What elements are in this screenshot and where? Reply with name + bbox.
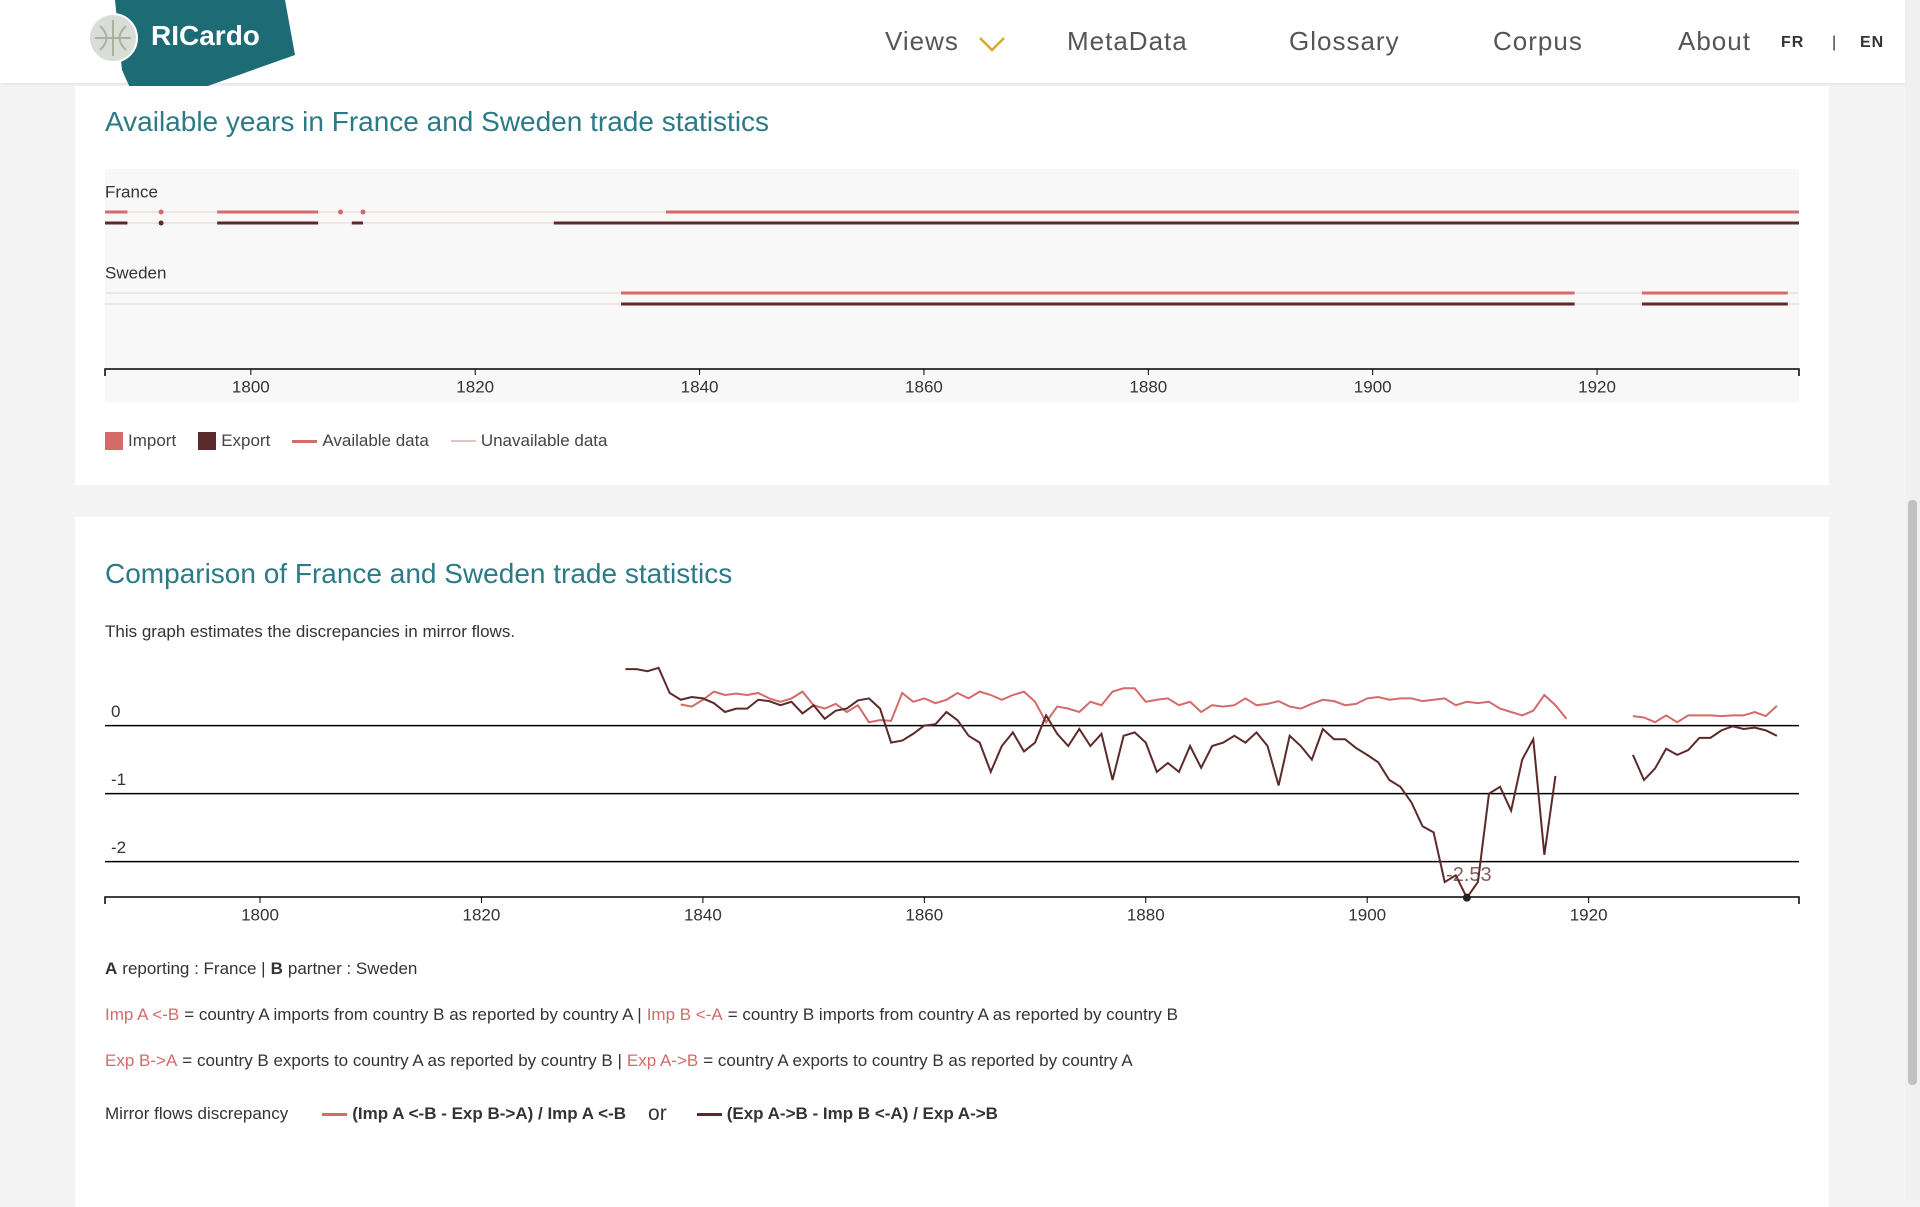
nav-item[interactable]: Corpus	[1493, 26, 1583, 56]
legend-or: or	[648, 1102, 667, 1125]
note-part: = country A exports to country B as repo…	[703, 1051, 1133, 1070]
x-tick-label: 1820	[456, 377, 494, 396]
legend-swatch	[198, 432, 217, 450]
x-axis	[104, 896, 1800, 904]
legend-label: (Imp A <-B - Exp B->A) / Imp A <-B	[352, 1104, 627, 1123]
series-line	[680, 687, 1778, 725]
lang-fr[interactable]: FR	[1781, 34, 1805, 51]
x-tick-label: 1920	[1570, 905, 1608, 924]
note: Exp B->A = country B exports to country A…	[105, 1051, 1138, 1071]
series-line	[625, 666, 1778, 900]
y-tick-label: -2	[111, 838, 126, 857]
x-tick-label: 1880	[1129, 377, 1167, 396]
note-part: = country B exports to country A as repo…	[182, 1051, 622, 1070]
note-part: = country A imports from country B as re…	[184, 1005, 642, 1024]
x-tick-label: 1840	[684, 905, 722, 924]
logo-shape	[88, 0, 295, 110]
plot-background	[105, 169, 1799, 402]
note-part: Imp B <-A	[646, 1005, 723, 1024]
legend-label: Unavailable data	[480, 431, 608, 450]
x-tick-label: 1880	[1127, 905, 1165, 924]
legend-swatch	[105, 432, 123, 450]
availability-dot	[158, 209, 164, 215]
note-part: A	[105, 959, 118, 978]
tooltip-label: -2.53	[1446, 864, 1492, 886]
legend-swatch	[322, 1112, 348, 1116]
logo-text[interactable]: RICardo	[151, 20, 260, 51]
chart-title: Available years in France and Sweden tra…	[105, 106, 770, 137]
note-part: Exp B->A	[105, 1051, 178, 1070]
nav-item[interactable]: Views	[885, 26, 959, 56]
legend: Import Export Available data Unavailable…	[105, 431, 607, 451]
x-tick-label: 1840	[681, 377, 719, 396]
nav-item[interactable]: About	[1678, 26, 1751, 56]
tooltip-dot	[1462, 893, 1471, 902]
x-axis	[104, 368, 1800, 376]
availability-dot	[360, 209, 366, 215]
note: Imp A <-B = country A imports from countr…	[105, 1005, 1183, 1025]
x-tick-label: 1900	[1354, 377, 1392, 396]
note-part: Exp A->B	[626, 1051, 699, 1070]
legend-label: Import	[128, 431, 177, 450]
x-tick-label: 1820	[463, 905, 501, 924]
nav-item[interactable]: Glossary	[1289, 26, 1400, 56]
note-part: reporting : France |	[122, 959, 266, 978]
note-part: partner : Sweden	[287, 959, 418, 978]
note-part: Imp A <-B	[105, 1005, 180, 1024]
lang-en[interactable]: EN	[1860, 34, 1885, 51]
chart-title: Comparison of France and Sweden trade st…	[105, 558, 733, 589]
x-tick-label: 1800	[232, 377, 270, 396]
x-tick-label: 1900	[1348, 905, 1386, 924]
line-legend: Mirror flows discrepancy (Imp A <-B - Ex…	[105, 1102, 1003, 1126]
row-label: France	[105, 182, 158, 201]
legend-label: (Exp A->B - Imp B <-A) / Exp A->B	[726, 1104, 998, 1123]
scrollbar-thumb[interactable]	[1908, 500, 1917, 1085]
chart-subtitle: This graph estimates the discrepancies i…	[105, 622, 516, 641]
note-part: = country B imports from country A as re…	[727, 1005, 1178, 1024]
note-part: B	[270, 959, 283, 978]
x-tick-label: 1920	[1578, 377, 1616, 396]
y-tick-label: 0	[111, 702, 120, 721]
nav-item[interactable]: MetaData	[1067, 26, 1188, 56]
row-label: Sweden	[105, 263, 166, 282]
x-tick-label: 1860	[905, 905, 943, 924]
y-tick-label: -1	[111, 770, 126, 789]
legend-label: Export	[221, 431, 271, 450]
legend-swatch	[450, 440, 476, 442]
availability-dot	[338, 209, 344, 215]
header: RICardo Views MetaData Glossary Corpus A…	[0, 0, 1905, 110]
scrollbar[interactable]	[1905, 0, 1920, 1200]
legend-swatch	[696, 1112, 722, 1116]
legend-swatch	[292, 439, 318, 443]
availability-dot	[158, 220, 164, 226]
legend-label: Available data	[322, 431, 429, 450]
legend-label: Mirror flows discrepancy	[105, 1104, 289, 1123]
x-tick-label: 1860	[905, 377, 943, 396]
lang-separator: |	[1832, 34, 1838, 51]
x-tick-label: 1800	[241, 905, 279, 924]
